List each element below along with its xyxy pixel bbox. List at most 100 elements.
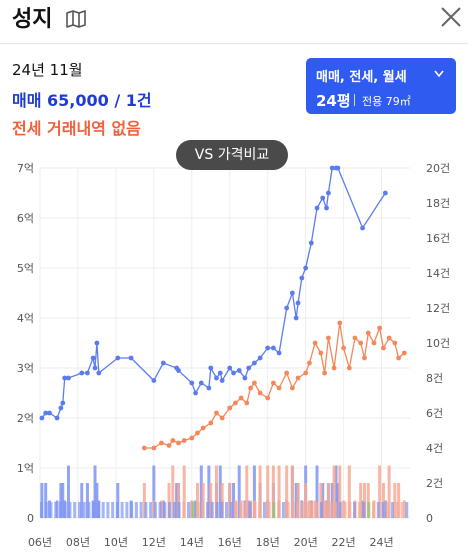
close-icon[interactable] [438,4,464,30]
volume-bars [40,465,409,518]
y-left-tick-label: 3억 [17,362,34,375]
trade-data-point [329,165,335,171]
trade-data-point [176,368,181,373]
trade-data-point [227,365,233,371]
jeonse-data-point [331,365,337,371]
trade-data-point [47,410,52,416]
jeonse-data-point [176,440,181,446]
volume-bar [139,502,143,518]
jeonse-volume-bar [277,465,281,518]
jeonse-volume-bar [290,465,294,518]
volume-bar [334,502,338,518]
trade-data-point [293,315,299,321]
trade-data-point [92,365,98,371]
filter-types: 매매, 전세, 월세 [316,70,407,85]
jeonse-volume-bar [307,500,311,518]
volume-bar [243,502,247,518]
volume-bar [120,502,124,518]
jeonse-volume-bar [195,483,199,518]
trade-data-point [270,345,276,351]
trade-data-point [295,300,301,306]
jeonse-data-point [233,400,238,406]
volume-bar [300,502,304,518]
jeonse-status: 전세 거래내역 없음 [12,119,141,138]
trade-data-point [276,350,282,356]
jeonse-data-point [358,340,364,346]
trade-data-point [231,370,236,376]
y-left-tick-label: 0 [27,512,34,525]
trade-data-point [314,205,320,211]
trade-data-point [335,165,341,171]
y-right-tick-label: 16건 [426,232,450,245]
trade-volume-bar [218,465,222,518]
trade-data-point [198,380,204,386]
volume-bar [405,502,409,518]
volume-bar [58,502,62,518]
jeonse-data-point [208,420,214,426]
jeonse-data-point [392,340,398,346]
x-tick-label: 12년 [142,536,166,549]
trade-volume-bar [44,483,48,518]
jeonse-volume-bar [167,483,171,518]
volume-bar [229,502,233,518]
jeonse-data-point [381,345,386,351]
y-right-tick-label: 6건 [426,407,443,420]
volume-bar [153,502,157,518]
jeonse-data-point [326,335,331,341]
trade-price-line [41,167,386,419]
trade-data-point [60,400,66,406]
jeonse-volume-bar [177,483,181,518]
trade-volume-bar [232,483,236,518]
vs-compare-button[interactable]: VS 가격비교 [176,140,288,170]
trade-data-point [217,370,223,376]
volume-bar [111,502,115,518]
y-right-tick-label: 8건 [426,372,443,385]
trade-volume-bar [80,483,84,518]
trade-data-point [252,360,257,366]
trade-volume-bar [85,483,89,518]
volume-bar [338,502,342,518]
jeonse-data-point [312,340,318,346]
trade-data-point [299,275,305,281]
y-right-tick-label: 0 [426,512,433,525]
volume-bar [362,502,366,518]
volume-bar [101,502,105,518]
volume-bar [82,502,86,518]
trade-data-point [128,355,134,361]
trade-data-point [242,375,248,381]
filter-button[interactable]: 매매, 전세, 월세 24평 전용 79㎡ [306,58,456,114]
jeonse-volume-bar [397,483,401,518]
jeonse-volume-bar [182,465,186,518]
jeonse-data-point [362,355,367,361]
map-icon[interactable] [65,9,87,29]
jeonse-volume-bar [201,483,205,518]
volume-bar [357,502,361,518]
volume-bar [272,502,276,518]
volume-bar [305,502,309,518]
jeonse-volume-bar [142,483,146,518]
jeonse-volume-bar [271,465,275,518]
trade-volume-bar [207,465,211,518]
jeonse-data-point [248,385,254,391]
filter-area: 전용 79㎡ [362,95,411,108]
jeonse-volume-bar [319,483,323,518]
x-tick-label: 10년 [104,536,128,549]
trade-data-point [219,378,225,383]
y-left-tick-label: 7억 [17,162,34,175]
price-lines [39,165,407,451]
volume-bar [343,502,347,518]
jeonse-volume-bar [285,465,289,518]
trade-volume-bar [59,483,63,518]
jeonse-data-point [265,395,271,401]
volume-bar [40,502,43,518]
jeonse-data-point [352,335,358,341]
trade-volume-bar [199,465,203,518]
volume-bar [73,502,77,518]
volume-bar [206,502,210,518]
jeonse-data-point [303,370,309,376]
trade-volume-bar [66,465,70,518]
volume-bar [324,502,328,518]
volume-bar [210,502,214,518]
volume-bar [329,502,333,518]
trade-data-point [115,355,121,361]
